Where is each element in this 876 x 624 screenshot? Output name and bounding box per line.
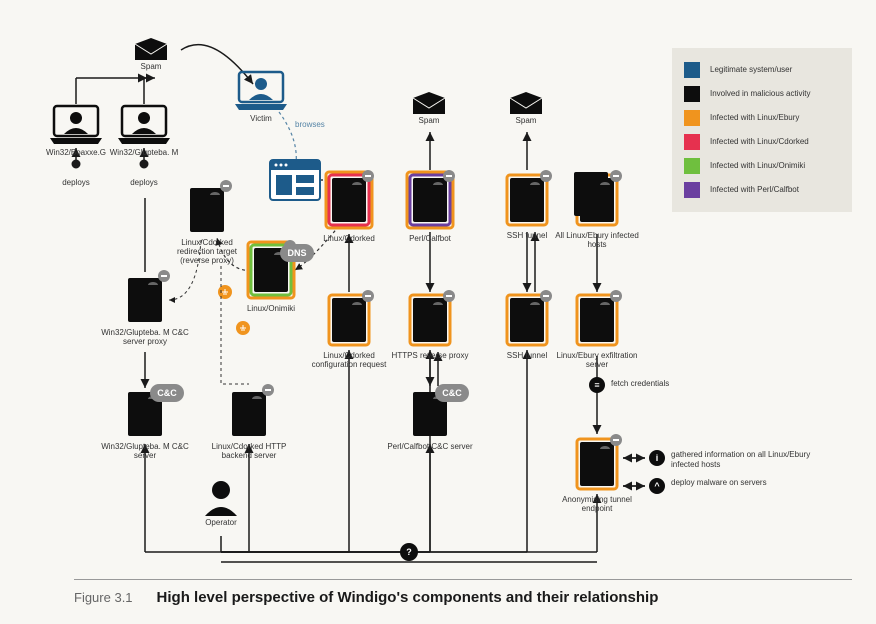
legend-label: Infected with Linux/Cdorked bbox=[710, 137, 809, 147]
cc-badge: C&C bbox=[150, 384, 184, 402]
legend-row: Legitimate system/user bbox=[684, 62, 840, 78]
node-label: Spam bbox=[481, 116, 571, 125]
node-label: Spam bbox=[384, 116, 474, 125]
legend-label: Legitimate system/user bbox=[710, 65, 792, 75]
node-label: Perl/Calfbot C&C server bbox=[385, 442, 475, 451]
legend-row: Involved in malicious activity bbox=[684, 86, 840, 102]
legend-swatch bbox=[684, 182, 700, 198]
node-label: Win32/Glupteba. M C&C server proxy bbox=[100, 328, 190, 346]
fetch-label: fetch credentials bbox=[611, 379, 669, 389]
node-label: Linux/Cdorked bbox=[304, 234, 394, 243]
node-label: All Linux/Ebury infected hosts bbox=[552, 231, 642, 249]
node-label: Win32/Glupteba. M bbox=[99, 148, 189, 157]
node-label: HTTPS reverse proxy bbox=[385, 351, 475, 360]
legend-swatch bbox=[684, 158, 700, 174]
node-label: deploys bbox=[122, 178, 166, 187]
question-badge-icon: ? bbox=[400, 543, 418, 561]
node-label: Operator bbox=[176, 518, 266, 527]
browses-label: browses bbox=[295, 120, 325, 129]
node-label: Perl/Calfbot bbox=[385, 234, 475, 243]
legend-row: Infected with Linux/Ebury bbox=[684, 110, 840, 126]
figure-caption: Figure 3.1 High level perspective of Win… bbox=[74, 589, 658, 606]
node-label: Spam bbox=[106, 62, 196, 71]
gathered-info-icon: i bbox=[649, 450, 665, 466]
node-label: Linux/Onimiki bbox=[226, 304, 316, 313]
figure-number: Figure 3.1 bbox=[74, 590, 133, 605]
node-label: Victim bbox=[216, 114, 306, 123]
legend-row: Infected with Perl/Calfbot bbox=[684, 182, 840, 198]
deploy-malware-icon: ^ bbox=[649, 478, 665, 494]
legend-swatch bbox=[684, 62, 700, 78]
legend-row: Infected with Linux/Onimiki bbox=[684, 158, 840, 174]
legend-swatch bbox=[684, 110, 700, 126]
legend-label: Infected with Perl/Calfbot bbox=[710, 185, 799, 195]
node-label: Linux/Cdorked redirection target (revers… bbox=[162, 238, 252, 266]
node-label: Win32/Glupteba. M C&C server bbox=[100, 442, 190, 460]
cc-badge: C&C bbox=[435, 384, 469, 402]
node-label: deploys bbox=[54, 178, 98, 187]
legend-row: Infected with Linux/Cdorked bbox=[684, 134, 840, 150]
node-label: Linux/Cdorked HTTP backend server bbox=[204, 442, 294, 460]
caption-rule bbox=[74, 579, 852, 580]
dns-badge: DNS bbox=[280, 244, 314, 262]
figure-title: High level perspective of Windigo's comp… bbox=[157, 589, 659, 606]
node-label: Linux/Ebury exfiltration server bbox=[552, 351, 642, 369]
node-label: Linux/Cdorked configuration request bbox=[304, 351, 394, 369]
legend: Legitimate system/user Involved in malici… bbox=[672, 48, 852, 212]
node-label: Anonymising tunnel endpoint bbox=[552, 495, 642, 513]
gathered-info-label: gathered information on all Linux/Ebury … bbox=[671, 450, 821, 469]
legend-label: Infected with Linux/Ebury bbox=[710, 113, 799, 123]
legend-swatch bbox=[684, 134, 700, 150]
legend-label: Infected with Linux/Onimiki bbox=[710, 161, 805, 171]
doc-badge-icon: ≡ bbox=[589, 377, 605, 393]
deploy-malware-label: deploy malware on servers bbox=[671, 478, 821, 488]
legend-label: Involved in malicious activity bbox=[710, 89, 810, 99]
legend-swatch bbox=[684, 86, 700, 102]
